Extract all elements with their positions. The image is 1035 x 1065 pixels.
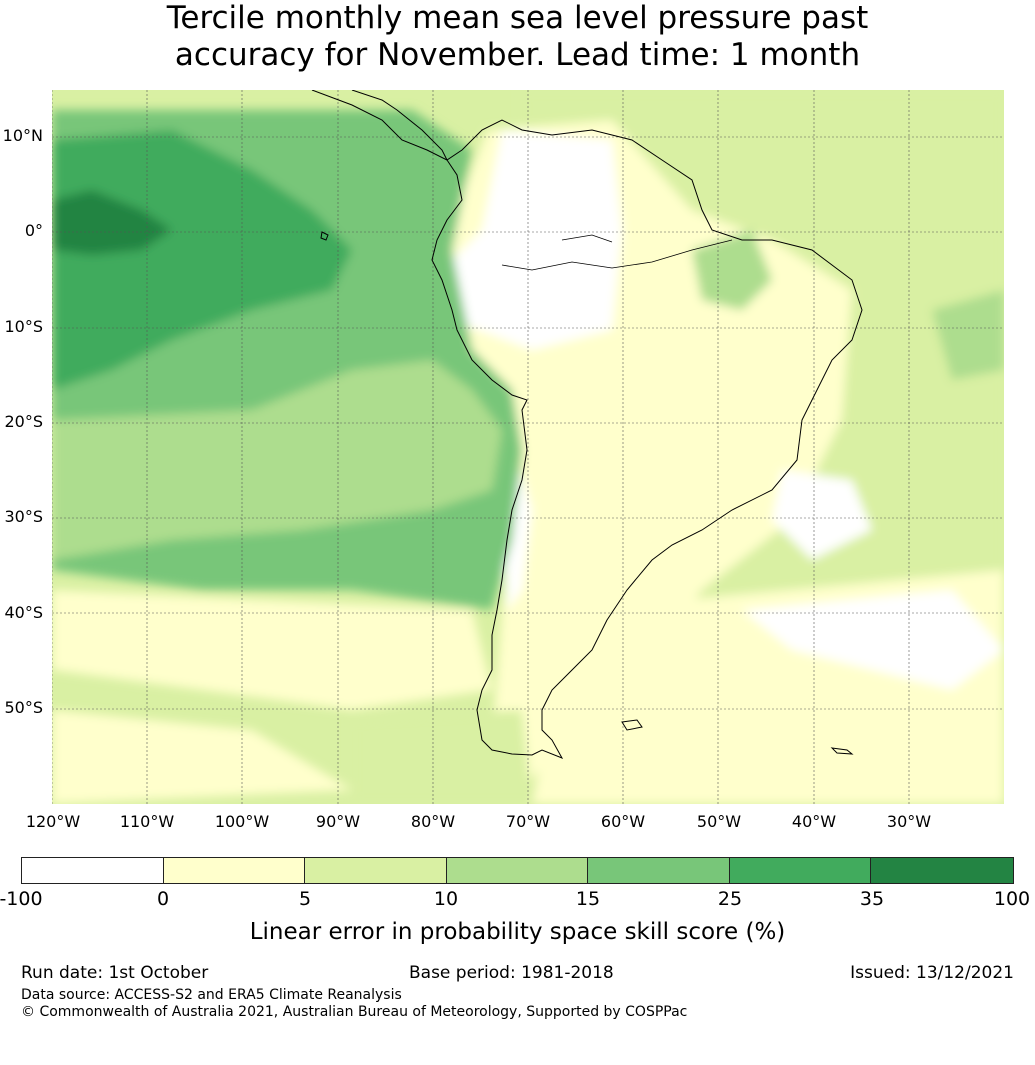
south-america-coastline [311,90,863,759]
title-line-2: accuracy for November. Lead time: 1 mont… [174,37,861,73]
colorbar-tick-7: 35 [859,888,885,910]
lon-label-50w: 50°W [696,812,742,831]
colorbar-segment-5 [587,858,730,883]
colorbar-label: Linear error in probability space skill … [249,919,786,945]
colorbar-segment-4 [447,858,588,883]
colorbar-segment-1 [22,858,164,883]
map-title: Tercile monthly mean sea level pressure … [0,0,1035,74]
lon-label-90w: 90°W [315,812,361,831]
lon-label-120w: 120°W [25,812,81,831]
colorbar-tick-4: 10 [433,888,459,910]
lat-label-10s: 10°S [4,317,43,336]
south-georgia [830,747,854,755]
title-line-1: Tercile monthly mean sea level pressure … [166,0,869,36]
skill-field [52,90,1004,804]
base-period: Base period: 1981-2018 [409,963,614,983]
lon-label-110w: 110°W [119,812,175,831]
colorbar-tick-8: 100 [993,888,1031,910]
lat-label-0: 0° [24,221,43,240]
falkland-islands [621,719,643,731]
lon-label-80w: 80°W [410,812,456,831]
tributary [561,234,613,243]
amazon-river [501,239,733,271]
graticule [52,90,1004,804]
galapagos [320,231,329,241]
colorbar-segment-3 [305,858,448,883]
lat-label-30s: 30°S [4,507,43,526]
colorbar-segment-2 [163,858,306,883]
run-date: Run date: 1st October [21,963,209,983]
lon-label-30w: 30°W [886,812,932,831]
data-source: Data source: ACCESS-S2 and ERA5 Climate … [21,987,402,1003]
lon-label-100w: 100°W [214,812,270,831]
colorbar-segment-6 [729,858,872,883]
issued-date: Issued: 13/12/2021 [850,963,1014,983]
colorbar-segment-7 [871,858,1014,883]
lat-label-10n: 10°N [2,126,43,145]
colorbar [21,857,1014,884]
lat-label-40s: 40°S [4,603,43,622]
colorbar-tick-6: 25 [717,888,743,910]
copyright: © Commonwealth of Australia 2021, Austra… [21,1004,688,1020]
skill-score-map [52,90,1004,804]
lat-label-50s: 50°S [4,698,43,717]
colorbar-tick-5: 15 [575,888,601,910]
lat-label-20s: 20°S [4,412,43,431]
colorbar-tick-2: 0 [156,888,170,910]
colorbar-tick-3: 5 [298,888,312,910]
lon-label-40w: 40°W [791,812,837,831]
map-svg [52,90,1004,804]
lon-label-60w: 60°W [600,812,646,831]
lon-label-70w: 70°W [505,812,551,831]
colorbar-tick-1: -100 [0,888,43,910]
